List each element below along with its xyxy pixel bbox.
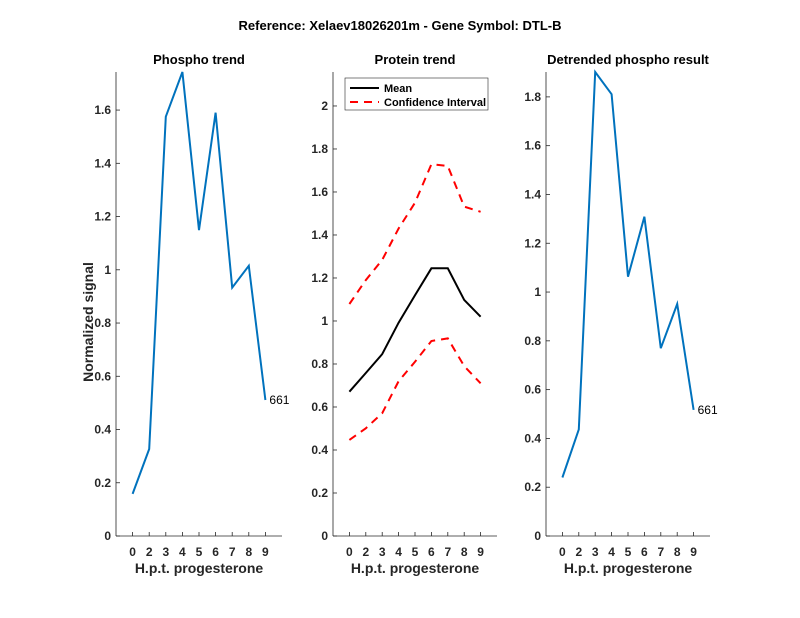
y-tick-label: 1.4 — [94, 156, 111, 170]
y-tick-label: 1.6 — [94, 103, 111, 117]
figure-suptitle: Reference: Xelaev18026201m - Gene Symbol… — [239, 18, 562, 33]
x-tick-label: 9 — [262, 545, 269, 559]
x-tick-label: 2 — [146, 545, 153, 559]
x-tick-label: 9 — [690, 545, 697, 559]
x-tick-label: 2 — [575, 545, 582, 559]
y-tick-label: 0.6 — [311, 400, 328, 414]
x-tick-label: 5 — [196, 545, 203, 559]
y-tick-label: 0.2 — [311, 486, 328, 500]
y-tick-label: 1.2 — [524, 236, 541, 250]
x-tick-label: 5 — [625, 545, 632, 559]
y-tick-label: 0.6 — [524, 383, 541, 397]
panel-title: Detrended phospho result — [547, 52, 709, 67]
x-tick-label: 0 — [559, 545, 566, 559]
x-tick-label: 0 — [129, 545, 136, 559]
y-tick-label: 0.2 — [94, 476, 111, 490]
x-tick-label: 8 — [245, 545, 252, 559]
point-annotation: 661 — [269, 393, 289, 407]
x-tick-label: 0 — [346, 545, 353, 559]
y-tick-label: 0 — [534, 529, 541, 543]
panel-2: Protein trend 0 0.2 0.4 0.6 0.8 1 1.2 1.4 1.6 1.8 2… — [311, 52, 497, 576]
series-line-mean — [348, 267, 482, 393]
y-tick-label: 0.4 — [524, 431, 541, 445]
y-tick-label: 0.8 — [94, 316, 111, 330]
y-tick-label: 0.2 — [524, 480, 541, 494]
y-tick-label: 1 — [104, 263, 111, 277]
y-tick-label: 0 — [104, 529, 111, 543]
legend-label: Mean — [384, 83, 412, 95]
x-tick-label: 3 — [379, 545, 386, 559]
x-axis-label: H.p.t. progesterone — [135, 560, 264, 576]
x-tick-label: 8 — [674, 545, 681, 559]
x-tick-label: 4 — [395, 545, 402, 559]
x-tick-label: 3 — [162, 545, 169, 559]
panel-title: Phospho trend — [153, 52, 245, 67]
point-annotation: 661 — [698, 403, 718, 417]
series-line-confidence-interval — [348, 163, 481, 305]
y-tick-label: 2 — [321, 99, 328, 113]
series-line-phospho — [131, 71, 267, 495]
y-tick-label: 0 — [321, 529, 328, 543]
y-tick-label: 1.4 — [524, 187, 541, 201]
x-tick-label: 4 — [179, 545, 186, 559]
legend-label: Confidence Interval — [384, 97, 486, 109]
x-tick-label: 9 — [477, 545, 484, 559]
y-tick-label: 0.6 — [94, 369, 111, 383]
y-tick-label: 1.2 — [94, 210, 111, 224]
x-tick-label: 7 — [657, 545, 664, 559]
x-tick-label: 5 — [412, 545, 419, 559]
panel-3: Detrended phospho result 0 0.2 0.4 0.6 0.8 1 1.… — [524, 52, 718, 576]
y-tick-label: 1.6 — [524, 139, 541, 153]
y-tick-label: 1 — [321, 314, 328, 328]
x-tick-label: 6 — [212, 545, 219, 559]
y-tick-label: 1.6 — [311, 185, 328, 199]
y-tick-label: 0.8 — [524, 334, 541, 348]
y-tick-label: 1.2 — [311, 271, 328, 285]
y-tick-label: 1 — [534, 285, 541, 299]
y-tick-label: 0.8 — [311, 357, 328, 371]
series-line-detrended — [561, 69, 695, 478]
y-tick-label: 0.4 — [311, 443, 328, 457]
x-tick-label: 7 — [229, 545, 236, 559]
x-tick-label: 6 — [641, 545, 648, 559]
series-line-confidence-interval-lower — [348, 337, 482, 441]
y-axis-label: Normalized signal — [80, 262, 96, 382]
x-axis-label: H.p.t. progesterone — [564, 560, 693, 576]
x-tick-label: 8 — [461, 545, 468, 559]
x-axis-label: H.p.t. progesterone — [351, 560, 480, 576]
x-tick-label: 3 — [592, 545, 599, 559]
x-tick-label: 4 — [608, 545, 615, 559]
y-tick-label: 1.8 — [311, 142, 328, 156]
legend-box — [344, 77, 489, 111]
panel-title: Protein trend — [375, 52, 456, 67]
x-tick-label: 6 — [428, 545, 435, 559]
legend: Mean Confidence Interval — [344, 77, 489, 111]
y-tick-label: 1.8 — [524, 90, 541, 104]
x-tick-label: 7 — [444, 545, 451, 559]
y-tick-label: 1.4 — [311, 228, 328, 242]
x-tick-label: 2 — [362, 545, 369, 559]
y-tick-label: 0.4 — [94, 423, 111, 437]
